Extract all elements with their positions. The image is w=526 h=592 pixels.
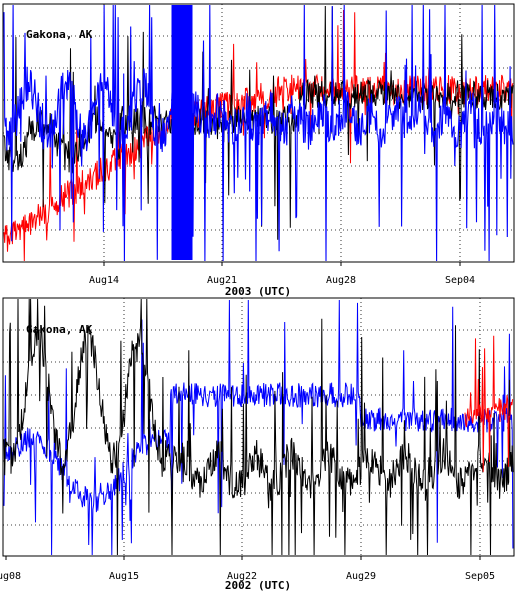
station-label-2002: Gakona, AK: [26, 323, 93, 336]
chart-panel-2002: Gakona, AK Aug08 Aug15 Aug22 Aug29 Sep05 200…: [0, 297, 515, 592]
series-line-blue-2002: [3, 299, 514, 556]
series-line-red-2002: [464, 335, 514, 472]
x-tick-labels-2002: Aug08 Aug15 Aug22 Aug29 Sep05: [0, 556, 495, 582]
station-label-2003: Gakona, AK: [26, 28, 93, 41]
series-line-blue-2003: [3, 4, 514, 262]
x-tick-label: Aug28: [326, 275, 356, 286]
x-tick-label: Aug22: [227, 571, 257, 582]
x-tick-label: Aug21: [207, 275, 237, 286]
series-line-black-2003: [3, 5, 514, 240]
x-tick-label: Sep04: [445, 275, 475, 286]
x-axis-title-2002: 2002 (UTC): [225, 579, 291, 592]
x-tick-label: Sep05: [465, 571, 495, 582]
x-tick-label: Aug29: [346, 571, 376, 582]
series-group-2002: [3, 298, 514, 556]
series-burst-blue-2003: [171, 5, 193, 260]
x-tick-labels-2003: Aug14 Aug21 Aug28 Sep04: [89, 262, 475, 286]
series-group-2003: [3, 4, 514, 262]
x-tick-label: Aug08: [0, 571, 21, 582]
x-axis-title-2003: 2003 (UTC): [225, 285, 291, 298]
series-line-black-2002: [3, 298, 514, 556]
chart-panel-2003: Gakona, AK Aug14 Aug21 Aug28 Sep04 2003 (UT…: [2, 3, 515, 298]
series-line-red-2003: [3, 9, 514, 262]
x-tick-label: Aug15: [109, 571, 139, 582]
x-tick-label: Aug14: [89, 275, 119, 286]
